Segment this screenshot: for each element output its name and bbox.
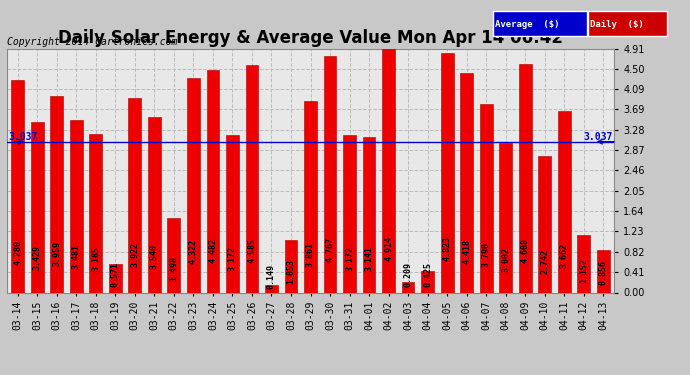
Text: 3.429: 3.429 xyxy=(32,244,41,270)
Text: 1.053: 1.053 xyxy=(286,259,295,284)
Bar xyxy=(11,80,24,292)
Bar xyxy=(402,282,415,292)
Text: 3.141: 3.141 xyxy=(364,246,373,271)
Bar xyxy=(441,53,453,292)
Text: 3.037: 3.037 xyxy=(584,132,613,142)
Bar xyxy=(578,235,590,292)
Text: 4.585: 4.585 xyxy=(248,238,257,263)
Bar xyxy=(109,264,121,292)
Bar xyxy=(382,48,395,292)
Text: 3.662: 3.662 xyxy=(560,243,569,268)
Text: 3.861: 3.861 xyxy=(306,242,315,267)
Text: 3.540: 3.540 xyxy=(150,244,159,269)
Text: 0.856: 0.856 xyxy=(599,260,608,285)
Bar xyxy=(538,156,551,292)
Text: 1.498: 1.498 xyxy=(169,256,178,281)
Bar xyxy=(265,285,278,292)
Bar xyxy=(460,73,473,292)
Bar xyxy=(50,96,63,292)
Text: 3.172: 3.172 xyxy=(345,246,354,271)
Text: 3.481: 3.481 xyxy=(72,244,81,269)
Text: Copyright 2014 Cartronics.com: Copyright 2014 Cartronics.com xyxy=(7,37,177,47)
Text: 3.002: 3.002 xyxy=(501,247,510,272)
Text: 1.152: 1.152 xyxy=(580,258,589,283)
Title: Daily Solar Energy & Average Value Mon Apr 14 06:42: Daily Solar Energy & Average Value Mon A… xyxy=(58,29,563,47)
Bar xyxy=(597,250,610,292)
Text: 0.425: 0.425 xyxy=(423,262,432,288)
Text: 4.767: 4.767 xyxy=(326,237,335,262)
Bar xyxy=(148,117,161,292)
Bar xyxy=(519,64,531,292)
Bar xyxy=(31,122,43,292)
Text: 2.742: 2.742 xyxy=(540,249,549,274)
Bar xyxy=(90,134,102,292)
Text: 4.608: 4.608 xyxy=(521,238,530,262)
Text: Daily  ($): Daily ($) xyxy=(590,20,644,29)
Bar xyxy=(500,144,512,292)
Bar xyxy=(480,104,493,292)
Bar xyxy=(226,135,239,292)
Bar xyxy=(206,70,219,292)
Text: 0.571: 0.571 xyxy=(111,262,120,286)
Text: 3.037: 3.037 xyxy=(8,132,37,142)
Text: 3.172: 3.172 xyxy=(228,246,237,271)
Bar xyxy=(187,78,199,292)
Text: 3.922: 3.922 xyxy=(130,242,139,267)
Text: 4.914: 4.914 xyxy=(384,236,393,261)
Text: Average  ($): Average ($) xyxy=(495,20,560,29)
Text: 4.823: 4.823 xyxy=(443,236,452,261)
Bar xyxy=(168,218,180,292)
Text: 0.149: 0.149 xyxy=(267,264,276,289)
Text: 4.322: 4.322 xyxy=(189,239,198,264)
Text: 4.482: 4.482 xyxy=(208,238,217,263)
Text: 3.790: 3.790 xyxy=(482,243,491,267)
Bar xyxy=(70,120,83,292)
Bar xyxy=(285,240,297,292)
Text: 3.959: 3.959 xyxy=(52,242,61,266)
Text: 4.418: 4.418 xyxy=(462,239,471,264)
Bar xyxy=(324,56,336,292)
Bar xyxy=(422,272,434,292)
Text: 0.209: 0.209 xyxy=(404,262,413,287)
Bar xyxy=(363,136,375,292)
Bar xyxy=(246,65,258,292)
Bar xyxy=(304,101,317,292)
Text: 3.185: 3.185 xyxy=(91,246,100,271)
Text: 4.280: 4.280 xyxy=(13,240,22,264)
Bar xyxy=(558,111,571,292)
Bar xyxy=(128,98,141,292)
Bar xyxy=(343,135,356,292)
